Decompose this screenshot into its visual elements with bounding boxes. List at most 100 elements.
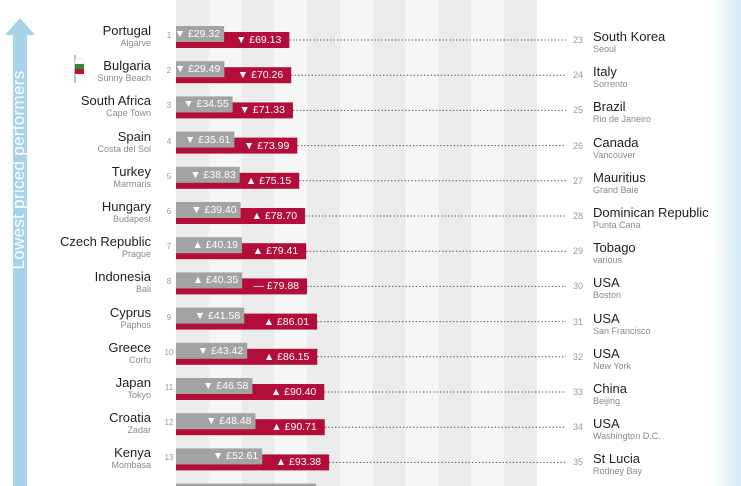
red-value-label: ▲ £75.15 (245, 174, 292, 187)
right-country-label: USA (593, 310, 620, 326)
gray-bar-partial (176, 483, 316, 486)
red-value-label: ▲ £86.15 (263, 350, 310, 363)
background-band (504, 0, 537, 486)
city-label: Sunny Beach (97, 73, 151, 84)
rank-right: 32 (572, 351, 583, 362)
right-country-label: Dominican Republic (593, 205, 709, 220)
city-label: Cape Town (106, 108, 151, 119)
gray-bar (176, 342, 248, 359)
gray-value-label: ▼ £29.32 (174, 28, 221, 40)
gray-bar (176, 61, 225, 78)
gray-value-label: ▼ £48.48 (206, 415, 252, 428)
country-label: Spain (117, 128, 151, 144)
city-label: Costa del Sol (97, 143, 151, 154)
right-country-label: St Lucia (593, 451, 640, 467)
rank-left: 12 (164, 418, 174, 428)
rank-left: 2 (166, 66, 172, 76)
rank-left: 10 (164, 347, 174, 357)
red-value-label: ▼ £73.99 (243, 139, 290, 152)
country-label: Croatia (109, 410, 151, 426)
right-country-label: USA (593, 416, 620, 432)
right-country-label: Brazil (593, 99, 626, 115)
rank-left: 7 (166, 242, 172, 252)
gray-value-label: ▼ £41.58 (194, 309, 241, 322)
rank-right: 29 (572, 246, 583, 257)
background-band (471, 0, 504, 486)
gray-value-label: ▼ £35.61 (184, 133, 231, 146)
city-label: Algarve (120, 38, 151, 48)
arrow-up-icon (5, 18, 35, 486)
rank-left: 8 (166, 277, 172, 287)
right-country-label: Canada (593, 134, 639, 150)
right-city-label: Seoul (593, 44, 617, 54)
country-label: Japan (115, 375, 151, 390)
gray-bar (176, 378, 253, 394)
right-city-label: Grand Baie (593, 184, 639, 195)
rank-right: 31 (572, 316, 583, 327)
city-label: Bali (135, 284, 151, 295)
rank-left: 13 (164, 453, 174, 463)
right-city-label: New York (593, 360, 632, 371)
gray-bar (176, 26, 225, 42)
gray-bar (176, 237, 242, 254)
country-label: Czech Republic (59, 234, 151, 250)
right-city-label: Punta Cana (593, 220, 641, 230)
right-city-label: Vancouver (593, 149, 636, 160)
right-country-label: USA (593, 345, 620, 361)
rank-left: 11 (164, 383, 174, 392)
rank-right: 34 (572, 422, 583, 433)
gray-value-label: ▼ £34.55 (183, 98, 229, 111)
right-fade (711, 0, 741, 486)
rank-right: 28 (572, 211, 583, 221)
red-value-label: ▲ £78.70 (251, 210, 298, 222)
right-country-label: Mauritius (593, 169, 646, 185)
rank-left: 5 (166, 171, 172, 181)
city-label: Corfu (128, 354, 151, 365)
country-label: South Africa (80, 93, 151, 109)
country-label: Kenya (114, 445, 151, 461)
red-value-label: ▲ £90.71 (271, 421, 317, 434)
gray-bar (176, 272, 243, 289)
rank-left: 9 (166, 312, 172, 322)
gray-value-label: ▲ £40.19 (192, 239, 238, 252)
rank-right: 23 (572, 35, 583, 45)
rank-left: 1 (166, 31, 172, 40)
country-label: Hungary (101, 199, 151, 214)
red-value-label: ▲ £79.41 (252, 245, 299, 258)
city-label: Tokyo (127, 390, 151, 400)
gray-value-label: ▼ £39.40 (191, 204, 237, 216)
right-country-label: South Korea (593, 29, 666, 44)
right-country-label: Tobago (593, 240, 636, 256)
red-value-label: ▼ £69.13 (235, 34, 282, 46)
red-value-label: ▼ £71.33 (239, 104, 285, 117)
right-city-label: Washington D.C. (593, 431, 661, 442)
city-label: Zadar (127, 425, 151, 436)
arrow-label-text: Lowest priced performers (9, 70, 28, 270)
rank-left: 6 (166, 207, 172, 216)
gray-value-label: ▼ £38.83 (190, 168, 236, 181)
right-city-label: Rodney Bay (593, 466, 643, 477)
red-value-label: ▲ £93.38 (275, 456, 322, 469)
gray-value-label: ▼ £43.42 (197, 344, 244, 357)
gray-value-label: ▲ £40.35 (192, 274, 239, 287)
city-label: Budapest (112, 214, 151, 224)
background-band (340, 0, 373, 486)
gray-bar (176, 131, 235, 148)
red-value-label: — £79.88 (253, 280, 300, 293)
flag-pin-icon (74, 55, 85, 83)
country-label: Turkey (111, 163, 151, 179)
right-country-label: USA (593, 275, 620, 291)
gray-value-label: ▼ £29.49 (174, 63, 221, 76)
right-city-label: Sorrento (593, 79, 628, 90)
gray-bar (176, 413, 256, 430)
gray-bar (176, 202, 241, 218)
red-value-label: ▲ £86.01 (263, 315, 310, 328)
rank-right: 25 (572, 105, 583, 116)
gray-value-label: ▼ £52.61 (212, 450, 259, 463)
background-band (405, 0, 439, 486)
gray-bar (176, 307, 245, 324)
country-label: Greece (108, 339, 151, 355)
right-city-label: Rio de Janeiro (593, 114, 652, 125)
rank-right: 33 (572, 387, 583, 397)
